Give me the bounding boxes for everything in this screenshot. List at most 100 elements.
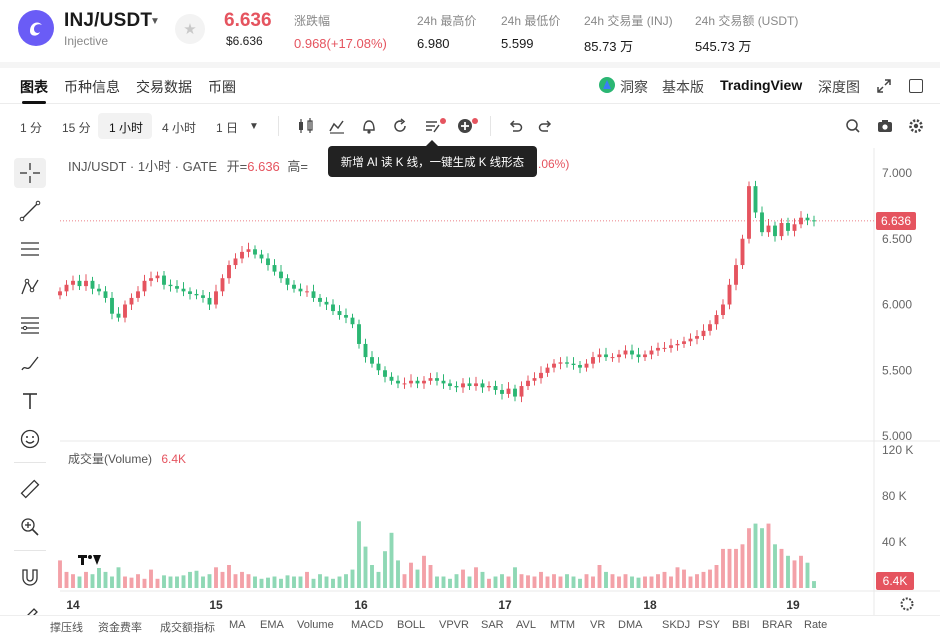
candle-body bbox=[201, 295, 205, 298]
tab-insight[interactable]: 洞察 bbox=[620, 79, 648, 95]
ruler-tool-icon[interactable] bbox=[14, 474, 46, 504]
indicator-11[interactable]: MTM bbox=[550, 619, 576, 631]
toolbar-divider bbox=[490, 116, 491, 136]
timeframe-1h[interactable]: 1 小时 bbox=[109, 121, 144, 135]
indicator-17[interactable]: BRAR bbox=[762, 619, 793, 631]
tab-tradingview[interactable]: TradingView bbox=[720, 77, 803, 93]
brush-tool-icon[interactable] bbox=[14, 348, 46, 378]
indicator-14[interactable]: SKDJ bbox=[662, 619, 691, 631]
indicator-8[interactable]: VPVR bbox=[439, 619, 469, 631]
indicator-9[interactable]: SAR bbox=[481, 619, 504, 631]
volume-bar bbox=[727, 548, 732, 588]
volume-bar bbox=[220, 571, 225, 588]
stat-label: 24h 最高价 bbox=[417, 14, 477, 28]
volume-bar bbox=[168, 576, 173, 588]
indicator-12[interactable]: VR bbox=[590, 619, 606, 631]
trend-line-tool-icon[interactable] bbox=[14, 196, 46, 226]
candle-body bbox=[779, 222, 784, 237]
emoji-tool-icon[interactable] bbox=[14, 424, 46, 454]
crosshair-tool-icon[interactable] bbox=[14, 158, 46, 188]
drawing-toolbar bbox=[0, 148, 62, 635]
timeframe-dropdown-icon[interactable]: ▼ bbox=[249, 121, 259, 132]
pair-selector[interactable]: INJ/USDT bbox=[64, 10, 153, 31]
indicator-7[interactable]: BOLL bbox=[397, 619, 426, 631]
magnet-tool-icon[interactable] bbox=[14, 562, 46, 592]
add-plus-icon[interactable] bbox=[455, 116, 475, 136]
volume-bar bbox=[227, 565, 231, 588]
chevron-down-icon[interactable]: ▼ bbox=[150, 16, 160, 27]
indicator-18[interactable]: Rate bbox=[804, 619, 828, 631]
volume-bar bbox=[266, 577, 270, 588]
timeframe-4h[interactable]: 4 小时 bbox=[162, 121, 197, 135]
indicator-5[interactable]: Volume bbox=[297, 619, 334, 631]
candle-body bbox=[487, 386, 491, 388]
candle-body bbox=[526, 380, 530, 387]
replay-icon[interactable] bbox=[390, 116, 410, 136]
volume-bar bbox=[558, 576, 563, 588]
volume-bar bbox=[441, 576, 446, 588]
indicator-1[interactable]: 资金费率 bbox=[98, 622, 142, 634]
price-tick-label: 6.500 bbox=[882, 232, 912, 246]
candle-body bbox=[142, 280, 147, 292]
volume-bar bbox=[422, 555, 426, 588]
favorite-star-icon[interactable]: ★ bbox=[175, 14, 205, 44]
tab-trade-data[interactable]: 交易数据 bbox=[136, 79, 192, 95]
candlestick-type-icon[interactable] bbox=[296, 116, 316, 136]
candle-body bbox=[799, 217, 803, 225]
expand-icon[interactable] bbox=[876, 78, 892, 99]
indicator-2[interactable]: 成交额指标 bbox=[160, 622, 215, 634]
timeframe-1d[interactable]: 1 日 bbox=[216, 121, 239, 135]
camera-icon[interactable] bbox=[875, 116, 895, 136]
volume-bar bbox=[84, 571, 88, 588]
indicator-13[interactable]: DMA bbox=[618, 619, 643, 631]
volume-bar bbox=[695, 574, 699, 588]
settings-gear-icon[interactable] bbox=[906, 116, 926, 136]
indicator-16[interactable]: BBI bbox=[732, 619, 750, 631]
tab-chart[interactable]: 图表 bbox=[20, 79, 48, 95]
volume-bar bbox=[58, 560, 62, 588]
timeframe-15m[interactable]: 15 分 bbox=[62, 121, 91, 135]
undo-icon[interactable] bbox=[505, 116, 525, 136]
candle-body bbox=[279, 271, 283, 279]
tab-depth[interactable]: 深度图 bbox=[818, 79, 860, 95]
tab-coin-info[interactable]: 币种信息 bbox=[64, 79, 120, 95]
text-tool-icon[interactable] bbox=[14, 386, 46, 416]
tab-community[interactable]: 币圈 bbox=[208, 79, 236, 95]
candle-body bbox=[175, 286, 179, 289]
ai-pattern-icon[interactable] bbox=[423, 116, 443, 136]
candle-body bbox=[578, 364, 582, 368]
redo-icon[interactable] bbox=[536, 116, 556, 136]
volume-bar bbox=[311, 578, 316, 588]
indicator-10[interactable]: AVL bbox=[516, 619, 536, 631]
price-tick-label: 6.000 bbox=[882, 298, 912, 312]
volume-bar bbox=[500, 574, 504, 588]
volume-bar bbox=[337, 576, 342, 588]
volume-bar bbox=[584, 574, 589, 588]
indicators-icon[interactable] bbox=[327, 116, 347, 136]
alert-bell-icon[interactable] bbox=[359, 116, 379, 136]
candle-body bbox=[519, 386, 524, 397]
volume-bar bbox=[461, 569, 465, 588]
last-price-usd: $6.636 bbox=[226, 34, 263, 48]
indicator-0[interactable]: 撑压线 bbox=[50, 622, 83, 634]
indicator-6[interactable]: MACD bbox=[351, 619, 384, 631]
indicator-15[interactable]: PSY bbox=[698, 619, 721, 631]
search-icon[interactable] bbox=[843, 116, 863, 136]
volume-bar bbox=[409, 562, 413, 588]
price-chart[interactable]: 7.000 6.500 6.000 5.500 5.000 120 K 80 K 40 K 14… bbox=[0, 148, 940, 618]
indicator-4[interactable]: EMA bbox=[260, 619, 284, 631]
volume-bar bbox=[487, 578, 491, 588]
fib-tool-icon[interactable] bbox=[14, 310, 46, 340]
window-icon[interactable] bbox=[909, 79, 923, 93]
volume-bar bbox=[318, 574, 322, 588]
volume-bar bbox=[552, 574, 556, 588]
volume-bar bbox=[305, 571, 309, 588]
pattern-tool-icon[interactable] bbox=[14, 272, 46, 302]
indicator-3[interactable]: MA bbox=[229, 619, 246, 631]
tab-basic[interactable]: 基本版 bbox=[662, 79, 704, 95]
zoom-in-icon[interactable] bbox=[14, 512, 46, 542]
timeframe-1m[interactable]: 1 分 bbox=[20, 121, 43, 135]
volume-bar bbox=[389, 532, 394, 588]
candle-body bbox=[350, 317, 355, 325]
horizontal-lines-tool-icon[interactable] bbox=[14, 234, 46, 264]
